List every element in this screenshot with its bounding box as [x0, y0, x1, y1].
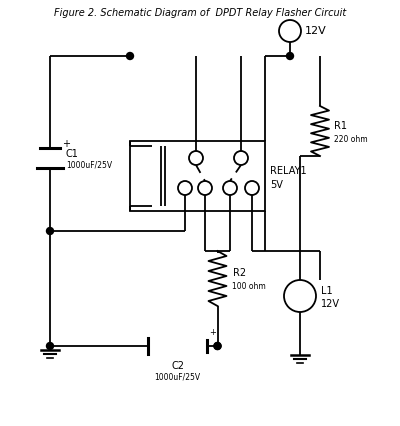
- Circle shape: [178, 181, 192, 195]
- Text: C2: C2: [171, 361, 184, 371]
- Text: 1000uF/25V: 1000uF/25V: [66, 161, 112, 170]
- Text: 100 ohm: 100 ohm: [232, 282, 266, 291]
- Text: 12V: 12V: [305, 26, 327, 36]
- Circle shape: [46, 227, 54, 234]
- Text: R1: R1: [334, 121, 347, 131]
- Circle shape: [214, 343, 221, 349]
- Text: 1000uF/25V: 1000uF/25V: [154, 372, 200, 382]
- Text: L1: L1: [321, 286, 333, 296]
- Circle shape: [198, 181, 212, 195]
- Circle shape: [286, 52, 294, 60]
- Text: Figure 2. Schematic Diagram of  DPDT Relay Flasher Circuit: Figure 2. Schematic Diagram of DPDT Rela…: [54, 8, 346, 18]
- Circle shape: [284, 280, 316, 312]
- Text: +: +: [62, 139, 70, 149]
- Circle shape: [214, 343, 221, 349]
- Text: 220 ohm: 220 ohm: [334, 135, 368, 144]
- Circle shape: [279, 20, 301, 42]
- Circle shape: [189, 151, 203, 165]
- Text: C1: C1: [66, 149, 79, 159]
- Circle shape: [126, 52, 134, 60]
- Text: 12V: 12V: [321, 299, 340, 309]
- Text: R2: R2: [232, 268, 246, 279]
- Text: 5V: 5V: [270, 180, 283, 190]
- Text: +: +: [281, 25, 291, 35]
- Bar: [130, 141, 265, 211]
- Circle shape: [46, 343, 54, 349]
- Text: RELAY1: RELAY1: [270, 166, 307, 176]
- Circle shape: [234, 151, 248, 165]
- Circle shape: [223, 181, 237, 195]
- Circle shape: [245, 181, 259, 195]
- Text: +: +: [209, 328, 216, 337]
